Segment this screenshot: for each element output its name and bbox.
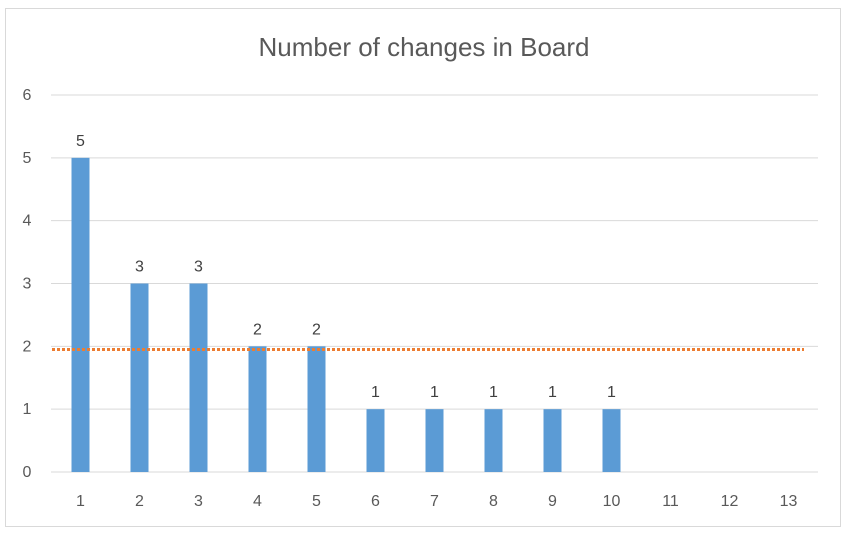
x-tick-label: 1 (76, 493, 85, 510)
y-tick-label: 6 (23, 87, 32, 104)
x-tick-label: 13 (780, 493, 798, 510)
y-tick-label: 4 (23, 213, 32, 230)
data-label: 2 (312, 321, 321, 338)
data-label: 1 (430, 384, 439, 401)
bar (543, 409, 562, 472)
x-tick-label: 11 (662, 493, 679, 510)
x-tick-label: 2 (135, 493, 144, 510)
bar (366, 409, 385, 472)
data-label: 1 (607, 384, 616, 401)
x-tick-label: 8 (489, 493, 498, 510)
bars (71, 157, 621, 473)
x-tick-label: 5 (312, 493, 321, 510)
bar (71, 157, 90, 473)
y-tick-label: 0 (23, 464, 32, 481)
x-tick-label: 3 (194, 493, 203, 510)
y-tick-label: 2 (23, 338, 32, 355)
x-tick-label: 6 (371, 493, 380, 510)
x-tick-label: 10 (603, 493, 621, 510)
y-tick-label: 1 (23, 401, 32, 418)
bar (484, 409, 503, 472)
bar (248, 346, 267, 472)
bar (425, 409, 444, 472)
data-label: 1 (489, 384, 498, 401)
x-tick-label: 7 (430, 493, 439, 510)
data-labels: 5 3 3 2 2 1 1 1 1 1 (76, 133, 616, 401)
y-tick-label: 3 (23, 276, 32, 293)
x-axis-ticks: 1 2 3 4 5 6 7 8 9 10 11 12 13 (76, 493, 797, 510)
x-tick-label: 4 (253, 493, 262, 510)
x-tick-label: 12 (721, 493, 739, 510)
data-label: 1 (548, 384, 557, 401)
bar (602, 409, 621, 472)
gridlines (51, 94, 818, 473)
bar (130, 283, 149, 472)
y-axis-ticks: 0 1 2 3 4 5 6 (23, 87, 32, 481)
y-tick-label: 5 (23, 150, 32, 167)
chart-title: Number of changes in Board (259, 32, 590, 62)
data-label: 5 (76, 133, 85, 150)
bar (307, 346, 326, 472)
x-tick-label: 9 (548, 493, 557, 510)
data-label: 1 (371, 384, 380, 401)
data-label: 3 (135, 259, 144, 276)
data-label: 2 (253, 321, 262, 338)
data-label: 3 (194, 259, 203, 276)
bar (189, 283, 208, 472)
